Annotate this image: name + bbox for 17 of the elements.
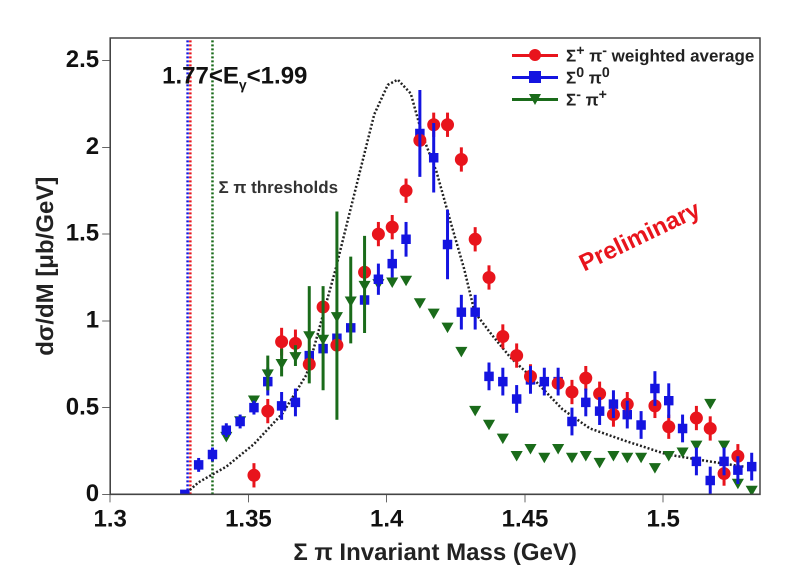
legend-label: Σ$^{0}$ π$^{0}$ xyxy=(566,65,610,89)
legend-label: Σ$^{-}$ π$^{+}$ xyxy=(566,87,607,111)
y-tick-label: 0.5 xyxy=(66,393,100,420)
y-tick-label: 1.5 xyxy=(66,220,100,247)
y-tick-label: 2.5 xyxy=(66,46,100,74)
legend-label: Σ$^{+}$ π$^{-}$ weighted average xyxy=(566,43,754,67)
x-tick-label: 1.3 xyxy=(93,505,127,532)
x-tick-label: 1.35 xyxy=(225,505,272,532)
y-tick-label: 0 xyxy=(86,480,100,508)
x-tick-label: 1.5 xyxy=(646,505,680,532)
y-tick-label: 1 xyxy=(86,306,100,334)
x-tick-label: 1.45 xyxy=(502,505,548,532)
x-axis-title: Σ π Invariant Mass (GeV) xyxy=(293,539,577,566)
x-tick-label: 1.4 xyxy=(370,505,404,532)
y-tick-label: 2 xyxy=(86,132,100,160)
annotation: Σ π thresholds xyxy=(218,178,338,198)
y-axis-title: dσ/dM [μb/GeV] xyxy=(32,176,60,356)
